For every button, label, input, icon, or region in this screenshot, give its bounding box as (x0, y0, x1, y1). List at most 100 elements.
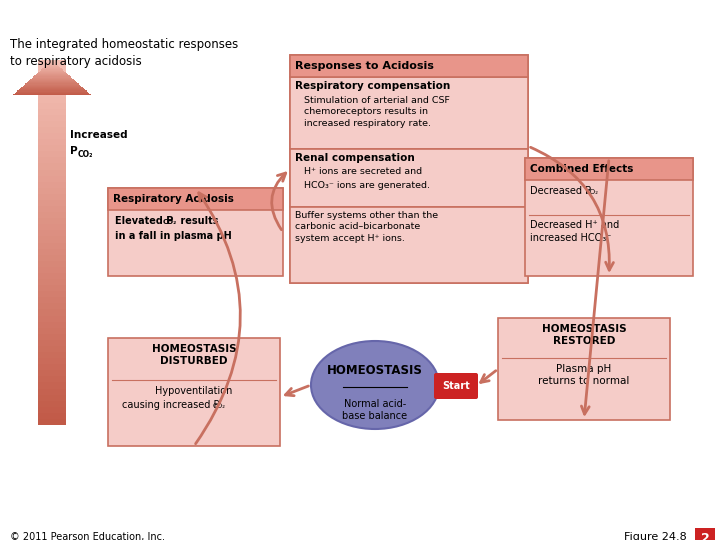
FancyBboxPatch shape (38, 66, 66, 72)
FancyBboxPatch shape (24, 84, 80, 86)
FancyBboxPatch shape (15, 93, 89, 94)
Text: Figure 24.8: Figure 24.8 (624, 532, 687, 540)
Text: Start: Start (442, 381, 470, 391)
FancyBboxPatch shape (695, 528, 715, 540)
FancyBboxPatch shape (290, 55, 528, 283)
Text: HOMEOSTASIS
DISTURBED: HOMEOSTASIS DISTURBED (152, 344, 236, 366)
FancyBboxPatch shape (498, 318, 670, 420)
Text: Decreased P: Decreased P (530, 186, 591, 196)
FancyBboxPatch shape (38, 291, 66, 297)
Text: Stimulation of arterial and CSF
chemoreceptors results in
increased respiratory : Stimulation of arterial and CSF chemorec… (304, 96, 450, 128)
FancyBboxPatch shape (38, 121, 66, 127)
FancyBboxPatch shape (17, 90, 86, 91)
Text: The integrated homeostatic responses
to respiratory acidosis: The integrated homeostatic responses to … (10, 38, 238, 68)
Text: HOMEOSTASIS: HOMEOSTASIS (327, 364, 423, 377)
Text: Respiratory Acidosis: Respiratory Acidosis (113, 194, 234, 204)
Text: Plasma pH
returns to normal: Plasma pH returns to normal (539, 364, 630, 387)
FancyBboxPatch shape (38, 194, 66, 200)
FancyBboxPatch shape (38, 157, 66, 164)
Text: Elevated P: Elevated P (115, 216, 174, 226)
FancyBboxPatch shape (19, 89, 85, 90)
Text: Responses to Acidosis: Responses to Acidosis (295, 61, 434, 71)
FancyBboxPatch shape (290, 77, 528, 149)
FancyBboxPatch shape (42, 68, 62, 69)
FancyBboxPatch shape (38, 395, 66, 401)
Text: Respiratory compensation: Respiratory compensation (295, 81, 450, 91)
FancyBboxPatch shape (38, 388, 66, 395)
FancyBboxPatch shape (20, 88, 84, 89)
FancyBboxPatch shape (14, 94, 91, 95)
FancyBboxPatch shape (38, 322, 66, 328)
FancyBboxPatch shape (108, 338, 280, 446)
FancyBboxPatch shape (38, 200, 66, 206)
FancyBboxPatch shape (38, 358, 66, 364)
FancyBboxPatch shape (46, 65, 58, 66)
FancyArrowPatch shape (481, 370, 496, 382)
FancyBboxPatch shape (38, 127, 66, 133)
FancyBboxPatch shape (22, 87, 83, 88)
Text: causing increased P: causing increased P (122, 400, 220, 410)
FancyBboxPatch shape (48, 64, 57, 65)
FancyBboxPatch shape (25, 83, 78, 84)
FancyBboxPatch shape (43, 67, 60, 68)
FancyBboxPatch shape (38, 60, 66, 66)
Text: Combined Effects: Combined Effects (530, 164, 634, 174)
FancyBboxPatch shape (38, 303, 66, 309)
FancyBboxPatch shape (45, 66, 59, 67)
FancyBboxPatch shape (38, 72, 66, 73)
FancyBboxPatch shape (38, 212, 66, 218)
Text: © 2011 Pearson Education, Inc.: © 2011 Pearson Education, Inc. (10, 532, 165, 540)
FancyBboxPatch shape (38, 176, 66, 181)
FancyBboxPatch shape (38, 328, 66, 334)
FancyBboxPatch shape (38, 133, 66, 139)
FancyBboxPatch shape (38, 255, 66, 261)
Text: results: results (177, 216, 218, 226)
FancyBboxPatch shape (38, 97, 66, 103)
FancyBboxPatch shape (38, 248, 66, 255)
FancyBboxPatch shape (38, 181, 66, 188)
FancyBboxPatch shape (38, 309, 66, 315)
FancyBboxPatch shape (38, 115, 66, 121)
FancyBboxPatch shape (38, 364, 66, 370)
FancyBboxPatch shape (38, 273, 66, 279)
FancyBboxPatch shape (38, 346, 66, 352)
FancyBboxPatch shape (108, 188, 283, 276)
Text: HCO₃⁻ ions are generated.: HCO₃⁻ ions are generated. (304, 181, 430, 190)
FancyBboxPatch shape (38, 352, 66, 358)
FancyArrowPatch shape (286, 386, 308, 396)
Text: Buffer systems other than the
carbonic acid–bicarbonate
system accept H⁺ ions.: Buffer systems other than the carbonic a… (295, 211, 438, 243)
Text: in a fall in plasma pH: in a fall in plasma pH (115, 231, 232, 241)
FancyBboxPatch shape (36, 74, 68, 75)
FancyBboxPatch shape (16, 91, 88, 93)
Text: H⁺ ions are secreted and: H⁺ ions are secreted and (304, 167, 422, 176)
FancyBboxPatch shape (38, 164, 66, 170)
FancyBboxPatch shape (32, 78, 72, 79)
FancyBboxPatch shape (41, 69, 63, 71)
FancyArrowPatch shape (196, 193, 240, 444)
FancyBboxPatch shape (108, 188, 283, 210)
FancyBboxPatch shape (38, 224, 66, 231)
FancyBboxPatch shape (38, 90, 66, 97)
FancyBboxPatch shape (290, 207, 528, 283)
FancyBboxPatch shape (38, 188, 66, 194)
FancyBboxPatch shape (51, 60, 53, 61)
Text: Normal acid-
base balance: Normal acid- base balance (343, 399, 408, 421)
FancyBboxPatch shape (38, 231, 66, 237)
Text: CO₂: CO₂ (78, 150, 94, 159)
FancyBboxPatch shape (38, 419, 66, 425)
FancyBboxPatch shape (33, 76, 71, 78)
FancyBboxPatch shape (27, 82, 78, 83)
Text: Renal compensation: Renal compensation (295, 153, 415, 163)
FancyBboxPatch shape (38, 218, 66, 224)
FancyBboxPatch shape (38, 279, 66, 285)
FancyArrowPatch shape (531, 147, 613, 270)
FancyBboxPatch shape (38, 139, 66, 145)
FancyBboxPatch shape (38, 261, 66, 267)
FancyBboxPatch shape (28, 81, 76, 82)
FancyBboxPatch shape (22, 86, 81, 87)
FancyBboxPatch shape (38, 145, 66, 151)
FancyBboxPatch shape (38, 72, 66, 78)
FancyBboxPatch shape (290, 149, 528, 207)
FancyBboxPatch shape (38, 84, 66, 90)
Text: P: P (70, 146, 78, 156)
